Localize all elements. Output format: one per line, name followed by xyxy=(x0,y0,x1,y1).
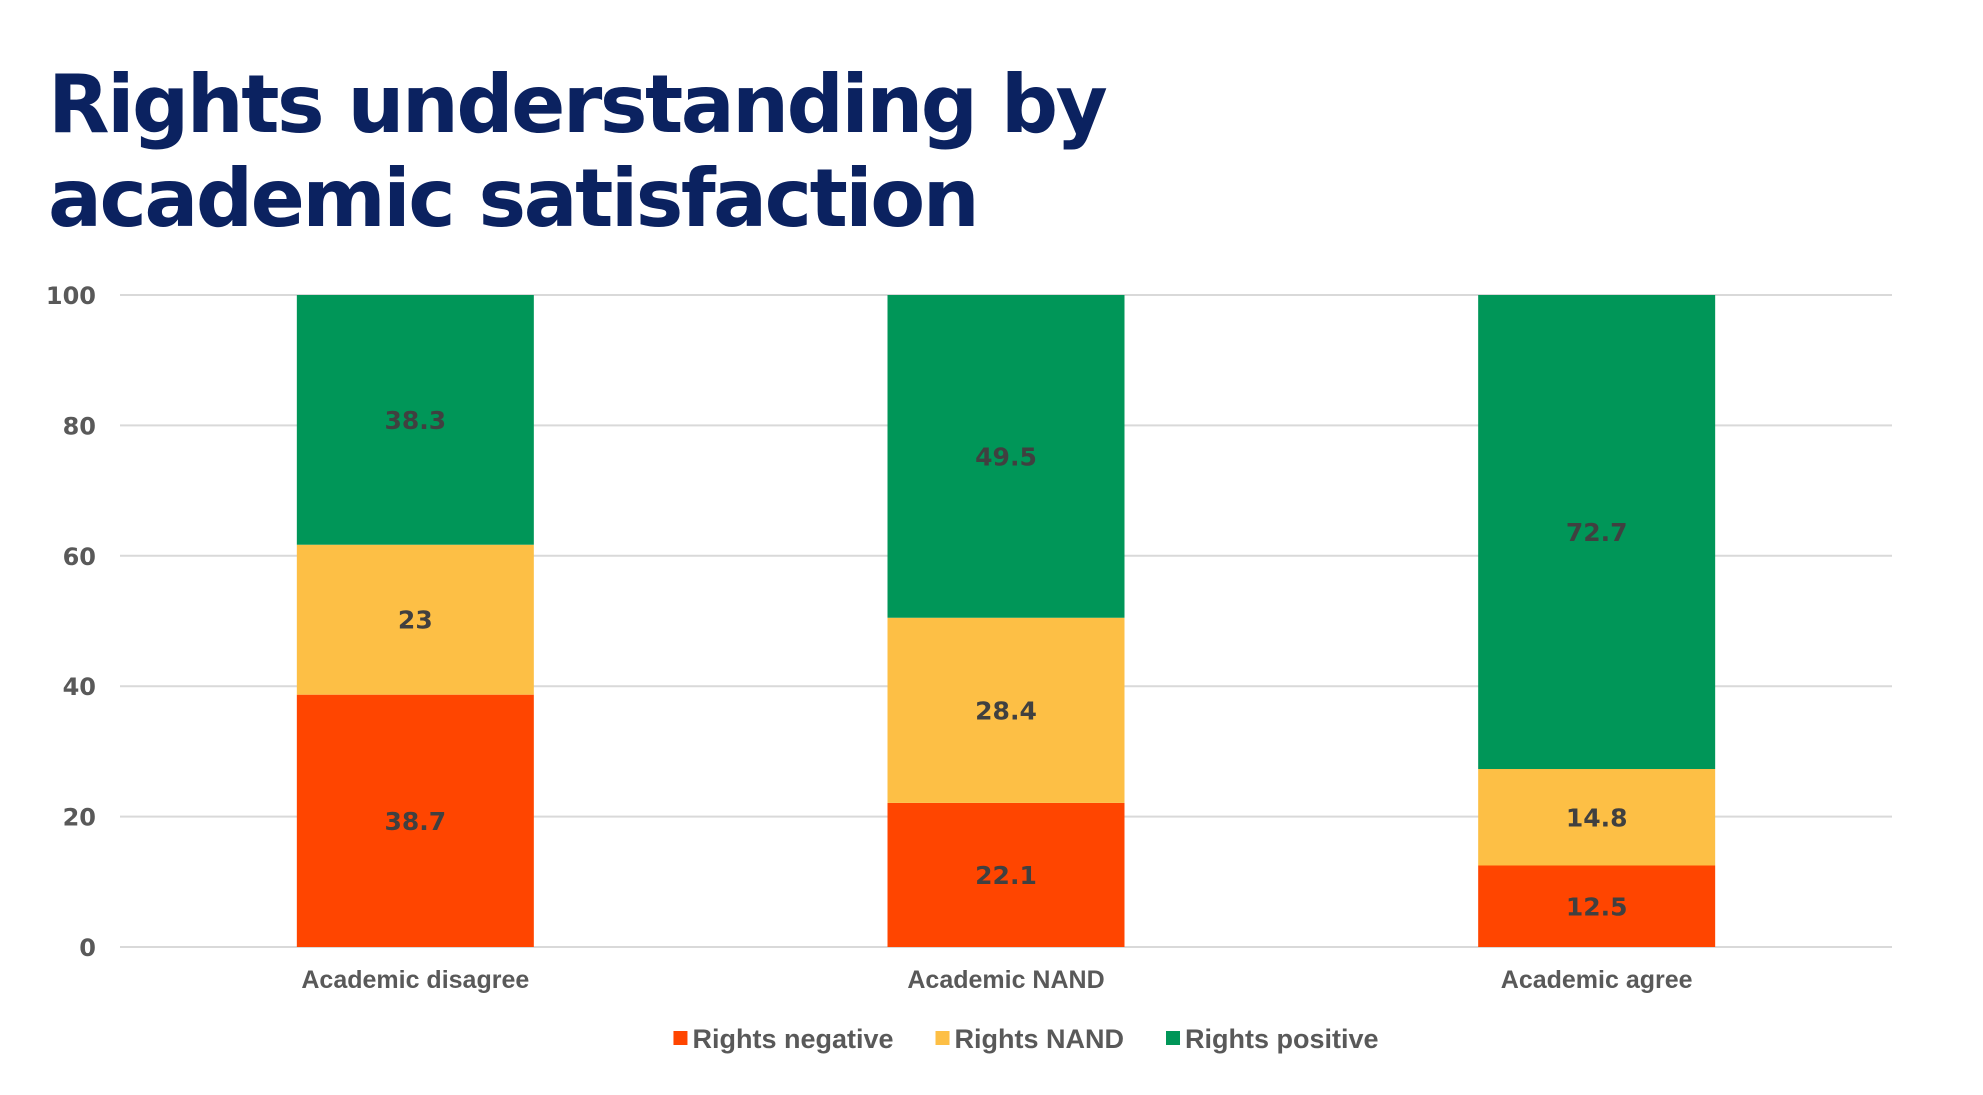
x-axis-labels: Academic disagree Academic NAND Academic a… xyxy=(301,966,1692,994)
legend-swatch xyxy=(935,1031,950,1045)
bar-segment xyxy=(296,544,534,695)
y-tick-label: 60 xyxy=(63,543,96,571)
data-label: 22.1 xyxy=(975,861,1037,890)
bar-segment xyxy=(1478,295,1716,770)
y-tick-label: 100 xyxy=(46,282,96,310)
data-label: 23 xyxy=(398,606,433,635)
legend-item: Rights negative xyxy=(673,1024,894,1054)
y-tick-label: 0 xyxy=(79,934,96,962)
legend: Rights negative Rights NAND Rights positiv… xyxy=(673,1024,1379,1054)
legend-item: Rights positive xyxy=(1166,1024,1379,1054)
bar-segment xyxy=(296,694,534,947)
legend-label: Rights positive xyxy=(1185,1024,1379,1054)
chart-title: Rights understanding by academic satisfa… xyxy=(48,58,1108,245)
legend-label: Rights negative xyxy=(692,1024,893,1054)
bar-segment xyxy=(887,295,1125,618)
x-category-label: Academic NAND xyxy=(907,966,1104,994)
bar-segment xyxy=(296,295,534,545)
bar-segment xyxy=(887,617,1125,803)
data-label: 12.5 xyxy=(1566,892,1628,921)
legend-label: Rights NAND xyxy=(955,1024,1125,1054)
data-label: 28.4 xyxy=(975,696,1037,725)
bars xyxy=(296,295,1716,947)
y-axis-ticks: 0 20 40 60 80 100 xyxy=(46,282,96,962)
y-tick-label: 20 xyxy=(63,804,96,832)
data-label: 72.7 xyxy=(1566,518,1628,547)
legend-swatch xyxy=(673,1031,688,1045)
legend-swatch xyxy=(1166,1031,1181,1045)
bar-segment xyxy=(887,802,1125,947)
data-label: 49.5 xyxy=(975,442,1037,471)
bar-segment xyxy=(1478,769,1716,866)
bar-segment xyxy=(1478,865,1716,947)
data-label: 38.7 xyxy=(384,807,446,836)
data-labels: 38.7 23 38.3 22.1 28.4 49.5 12.5 14.8 72.7 xyxy=(384,406,1627,921)
x-category-label: Academic disagree xyxy=(301,966,529,994)
y-tick-label: 40 xyxy=(63,673,96,701)
legend-item: Rights NAND xyxy=(935,1024,1125,1054)
data-label: 14.8 xyxy=(1566,803,1628,832)
data-label: 38.3 xyxy=(384,406,446,435)
x-category-label: Academic agree xyxy=(1501,966,1693,994)
y-tick-label: 80 xyxy=(63,412,96,440)
